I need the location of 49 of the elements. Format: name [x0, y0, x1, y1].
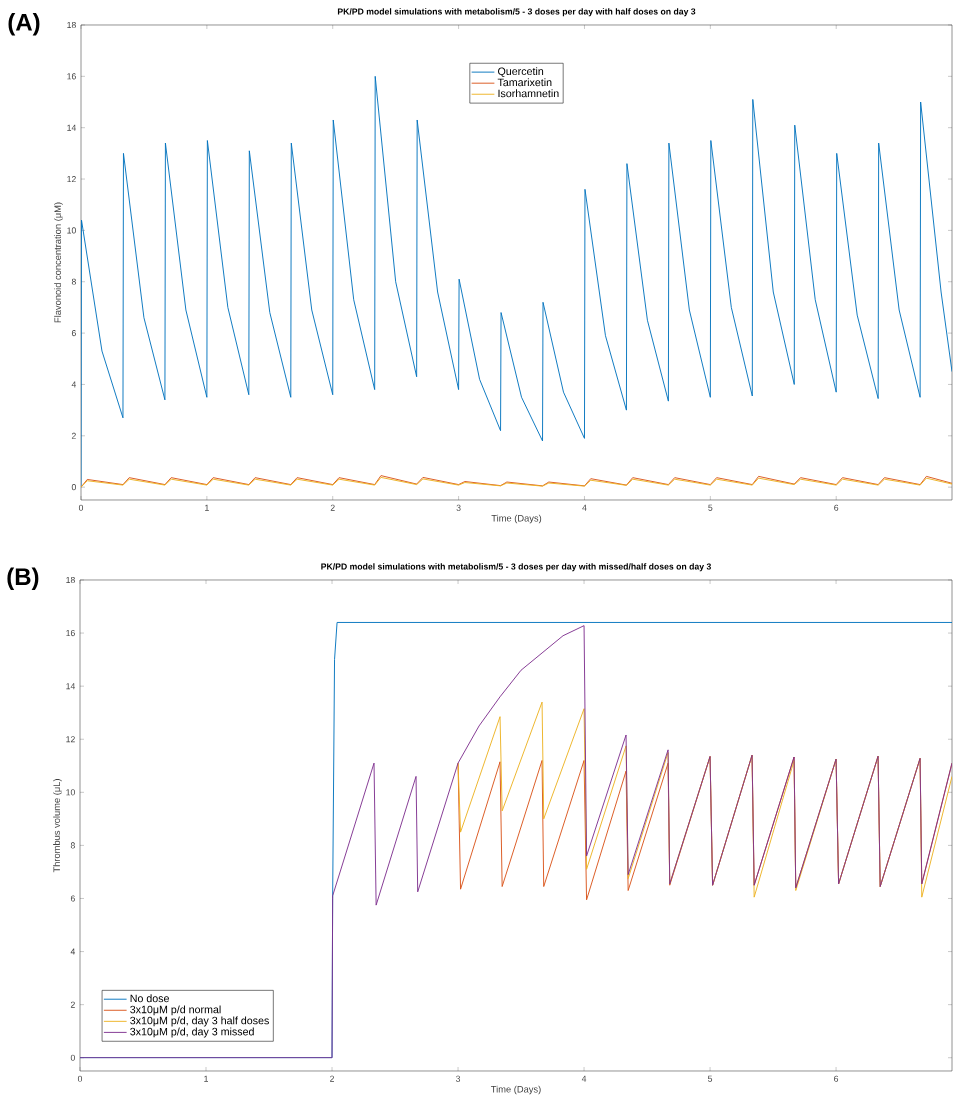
y-tick-label: 16: [67, 73, 76, 80]
y-tick-label: 14: [66, 683, 76, 690]
x-tick-label: 0: [78, 504, 84, 511]
y-tick-label: 6: [70, 895, 75, 902]
text: (B): [7, 567, 39, 590]
legend-label: 3x10μM p/d, day 3 missed: [130, 1027, 254, 1038]
x-tick-label: 5: [708, 504, 713, 511]
x-tick-label: 1: [205, 504, 209, 511]
chart-title: PK/PD model simulations with metabolism/5 - 3 doses per day with missed/half doses on day 3: [321, 563, 711, 572]
y-tick-label: 8: [70, 842, 75, 849]
x-axis-title: Time (Days): [490, 1085, 541, 1095]
y-tick-label: 16: [66, 630, 75, 637]
y-tick-label: 10: [67, 227, 76, 234]
x-tick-label: 2: [330, 504, 335, 511]
chart-title: PK/PD model simulations with metabolism/5 - 3 doses per day with half doses on day 3: [337, 8, 696, 17]
legend-label: 3x10μM p/d normal: [130, 1005, 221, 1016]
y-tick-label: 2: [71, 432, 76, 439]
y-tick-label: 2: [70, 1001, 75, 1008]
x-tick-label: 3: [455, 1075, 461, 1082]
y-axis-title: Flavonoid concentration (μM): [54, 202, 63, 323]
y-tick-label: 0: [71, 484, 76, 491]
x-tick-label: 5: [708, 1075, 713, 1082]
y-tick-label: 0: [70, 1054, 75, 1061]
x-tick-label: 0: [77, 1075, 83, 1082]
y-tick-label: 4: [71, 381, 77, 388]
x-tick-label: 1: [204, 1075, 208, 1082]
y-tick-label: 8: [71, 278, 76, 285]
legend-label: No dose: [130, 994, 169, 1003]
y-axis-title: Thrombus volume (μL): [53, 779, 62, 873]
y-tick-label: 14: [67, 124, 77, 131]
x-tick-label: 6: [834, 504, 839, 511]
x-tick-label: 2: [330, 1075, 334, 1082]
y-tick-label: 12: [67, 176, 76, 183]
y-tick-label: 12: [66, 736, 75, 743]
x-tick-label: 4: [581, 1075, 587, 1082]
legend-label: Tamarixetin: [497, 78, 552, 87]
y-tick-label: 4: [70, 948, 76, 955]
y-tick-label: 18: [66, 576, 75, 584]
y-tick-label: 10: [66, 789, 75, 796]
legend-label: 3x10μM p/d, day 3 half doses: [130, 1016, 269, 1027]
x-tick-label: 4: [582, 504, 587, 511]
legend-label: Isorhamnetin: [498, 89, 559, 98]
x-tick-label: 3: [456, 504, 461, 511]
y-tick-label: 6: [71, 330, 76, 337]
text: (A): [8, 13, 40, 36]
y-tick-label: 18: [67, 21, 76, 29]
legend-label: Quercetin: [498, 67, 544, 77]
x-axis-title: Time (Days): [491, 514, 542, 524]
x-tick-label: 6: [834, 1075, 839, 1082]
